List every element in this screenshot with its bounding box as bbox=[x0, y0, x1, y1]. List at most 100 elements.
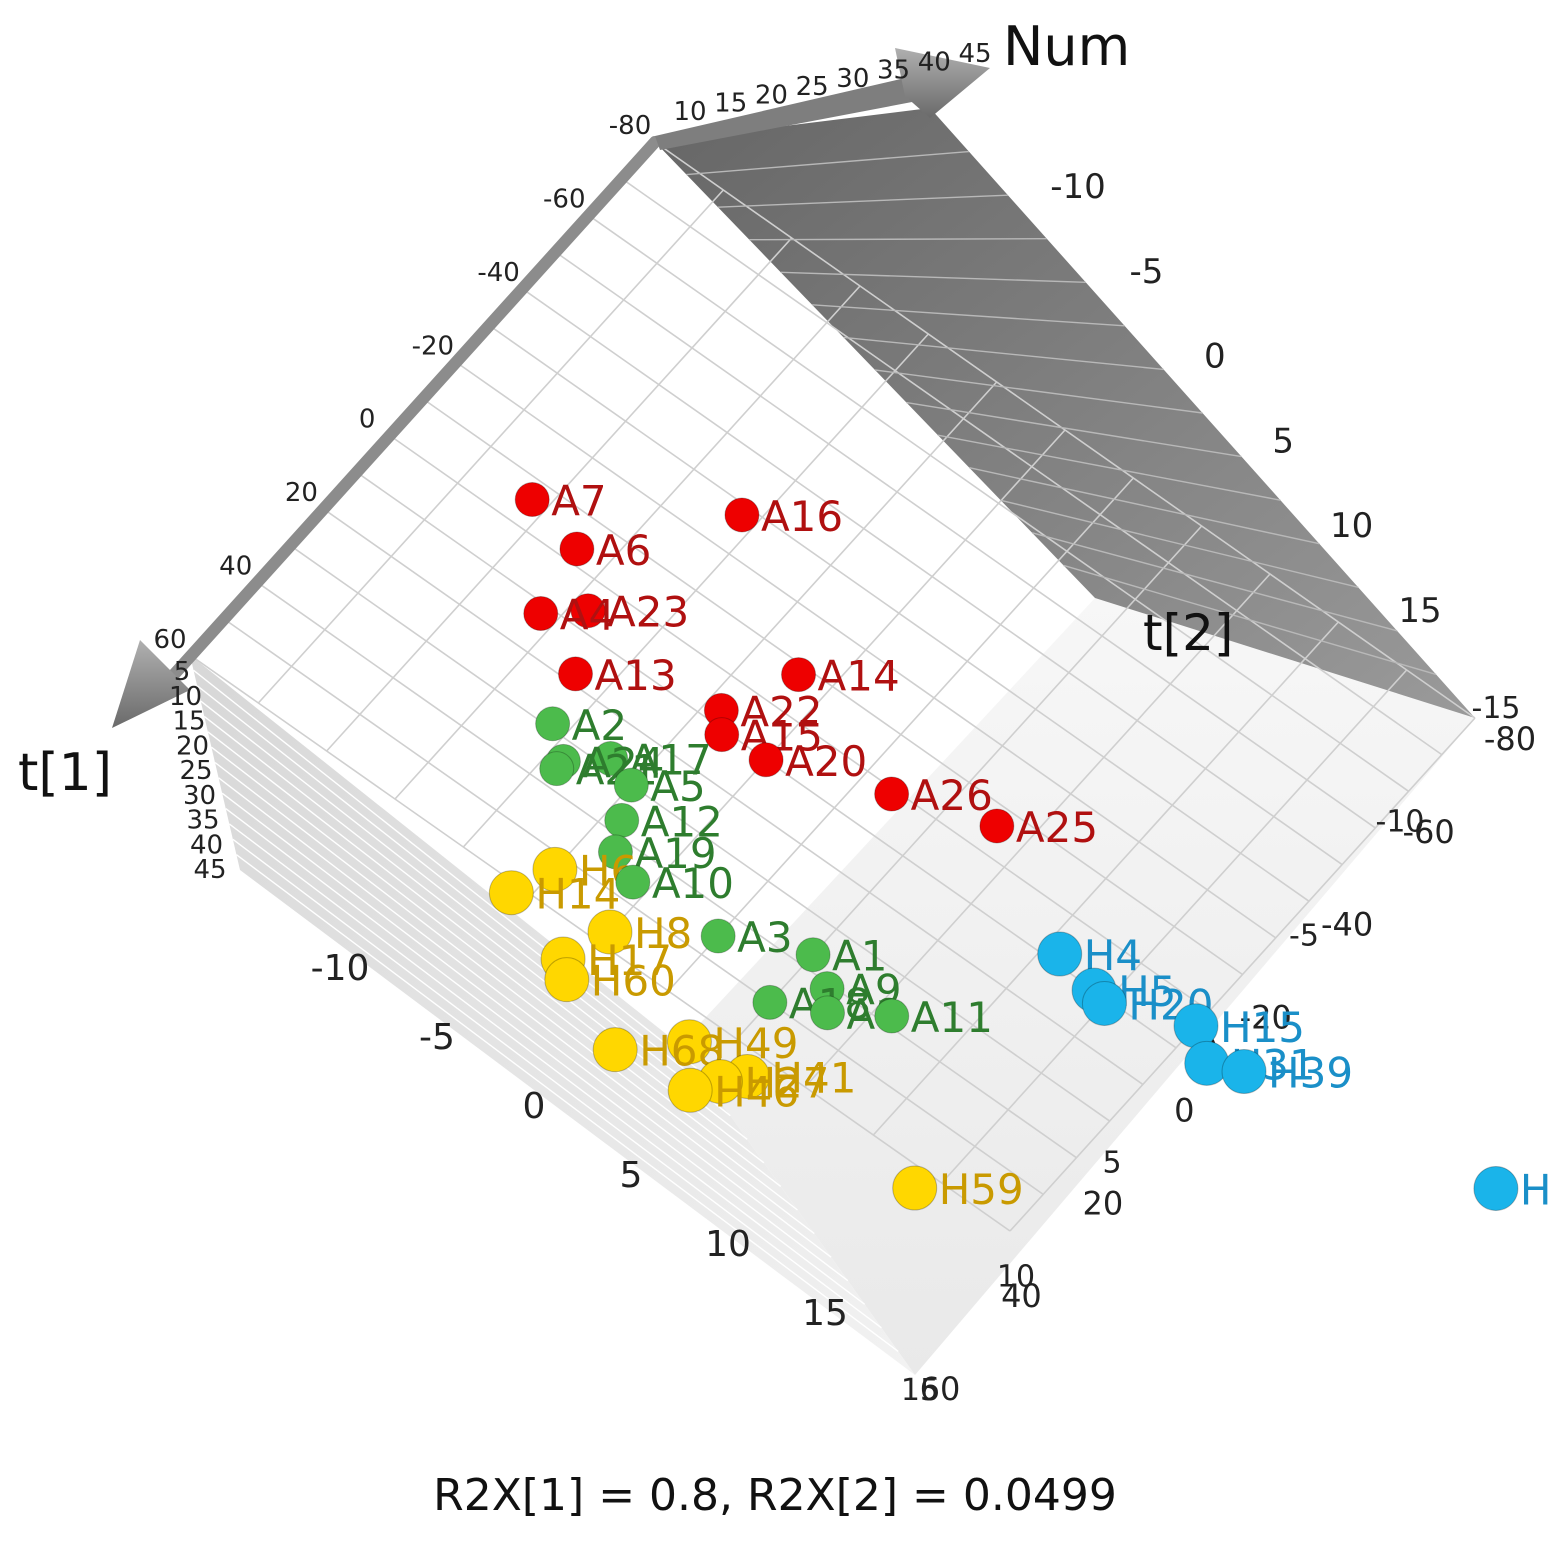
num-top-tick-label: 45 bbox=[958, 39, 991, 69]
num-right-tick-label: 0 bbox=[1174, 1091, 1194, 1129]
point-label: A12 bbox=[641, 797, 723, 846]
side-wall-grid-line bbox=[225, 808, 849, 1282]
side-wall-grid-line bbox=[193, 669, 698, 1070]
back-wall-grid-line bbox=[717, 194, 1008, 208]
data-point bbox=[1473, 1165, 1519, 1211]
point-label: A3 bbox=[737, 913, 792, 962]
t1-tick-label: -60 bbox=[543, 184, 585, 214]
back-wall-grid-line bbox=[749, 238, 1047, 241]
num-side-tick-label: 25 bbox=[179, 756, 212, 786]
point-label: A10 bbox=[652, 859, 734, 908]
wall-tick-label: -5 bbox=[1289, 918, 1319, 953]
point-label: A6 bbox=[596, 526, 651, 575]
num-side-tick-label: 40 bbox=[190, 830, 223, 860]
data-point bbox=[1184, 1040, 1230, 1086]
point-label: A19 bbox=[634, 829, 716, 878]
num-side-tick-label: 30 bbox=[183, 781, 216, 811]
data-point bbox=[809, 995, 845, 1031]
point-label: H17 bbox=[587, 936, 672, 985]
num-top-tick-label: 30 bbox=[836, 64, 869, 94]
data-point bbox=[570, 593, 606, 629]
data-point bbox=[592, 1027, 638, 1073]
point-label: H59 bbox=[939, 1165, 1024, 1214]
wall-tick-label: -15 bbox=[1472, 691, 1521, 726]
side-wall-grid-line bbox=[214, 761, 798, 1211]
grid-line-t2 bbox=[599, 429, 1066, 944]
t2-back-tick-label: 15 bbox=[1398, 591, 1441, 631]
point-label: A7 bbox=[551, 477, 606, 526]
t1-axis-shaft bbox=[154, 136, 661, 696]
data-point bbox=[544, 957, 590, 1003]
point-label: H46 bbox=[714, 1067, 799, 1116]
data-point bbox=[535, 706, 571, 742]
grid-line-t2 bbox=[872, 621, 1339, 1136]
num-top-tick-label: 40 bbox=[918, 47, 951, 77]
data-point bbox=[874, 776, 910, 812]
num-right-tick-label: -80 bbox=[1484, 720, 1536, 758]
t1-axis-arrowhead bbox=[112, 640, 190, 728]
point-label: A26 bbox=[911, 771, 993, 820]
t2-front-tick-label: -10 bbox=[311, 948, 370, 989]
t1-tick-label: -80 bbox=[609, 111, 651, 141]
side-wall-grid-line bbox=[196, 685, 715, 1093]
data-point bbox=[615, 864, 651, 900]
back-wall-grid-line bbox=[1000, 499, 1359, 588]
data-point bbox=[587, 909, 633, 955]
num-top-tick-label: 20 bbox=[755, 80, 788, 110]
data-point bbox=[1173, 1003, 1219, 1049]
t2-front-tick-label: -5 bbox=[419, 1017, 455, 1058]
num-top-tick-label: 15 bbox=[714, 89, 747, 119]
grid-line-t2 bbox=[941, 669, 1408, 1184]
t2-front-tick-label: 0 bbox=[523, 1086, 546, 1127]
num-side-tick-label: 5 bbox=[174, 657, 191, 687]
data-point bbox=[1037, 931, 1083, 977]
side-wall-grid-line bbox=[232, 838, 882, 1329]
t2-back-tick-label: 0 bbox=[1204, 337, 1226, 377]
num-right-tick-label: 40 bbox=[1001, 1277, 1042, 1315]
point-label: H39 bbox=[1268, 1049, 1353, 1098]
data-point bbox=[892, 1165, 938, 1211]
num-side-tick-label: 15 bbox=[172, 707, 205, 737]
t2-back-tick-label: 5 bbox=[1272, 421, 1294, 461]
data-point bbox=[704, 717, 740, 753]
data-point bbox=[559, 531, 595, 567]
side-wall-grid-line bbox=[200, 700, 731, 1117]
num-side-tick-label: 20 bbox=[176, 731, 209, 761]
data-point bbox=[979, 808, 1015, 844]
t2-front-tick-label: 15 bbox=[802, 1293, 848, 1334]
grid-line-t2 bbox=[804, 573, 1271, 1088]
side-wall-grid-line bbox=[236, 854, 899, 1352]
tick-labels: -80-60-40-200204060-10-5051015-80-60-40-… bbox=[153, 39, 1536, 1408]
data-point bbox=[724, 497, 760, 533]
wall-grid-lines bbox=[193, 150, 1437, 1352]
point-label: A13 bbox=[595, 651, 677, 700]
point-label: A25 bbox=[1016, 803, 1098, 852]
data-point bbox=[558, 656, 593, 692]
t2-front-tick-label: 5 bbox=[620, 1155, 643, 1196]
data-point bbox=[1221, 1049, 1267, 1095]
point-label: H52 bbox=[1520, 1165, 1550, 1214]
wall-tick-label: 5 bbox=[1102, 1146, 1121, 1181]
num-right-tick-label: 20 bbox=[1082, 1184, 1123, 1222]
grid-line-t2 bbox=[1009, 717, 1476, 1232]
data-point bbox=[613, 767, 649, 803]
back-wall-grid-line bbox=[1031, 532, 1398, 632]
t2-front-tick-label: 10 bbox=[705, 1224, 751, 1265]
side-wall-grid-line bbox=[221, 792, 832, 1258]
t1-tick-label: -20 bbox=[412, 331, 454, 361]
point-label: A23 bbox=[607, 588, 689, 637]
num-axis-shaft bbox=[655, 78, 912, 150]
chart-footer-r2x: R2X[1] = 0.8, R2X[2] = 0.0499 bbox=[433, 1470, 1117, 1521]
side-wall-grid-line bbox=[218, 777, 815, 1235]
back-wall-grid-line bbox=[937, 434, 1281, 501]
data-point bbox=[514, 482, 550, 518]
t2-axis-title: t[2] bbox=[1143, 604, 1233, 662]
num-axis-title: Num bbox=[1003, 15, 1130, 78]
data-point bbox=[748, 742, 784, 778]
t2-back-tick-label: 10 bbox=[1330, 506, 1373, 546]
point-label: A14 bbox=[818, 652, 900, 701]
data-point bbox=[532, 846, 578, 892]
data-point bbox=[597, 834, 633, 870]
num-side-tick-label: 45 bbox=[193, 855, 226, 885]
